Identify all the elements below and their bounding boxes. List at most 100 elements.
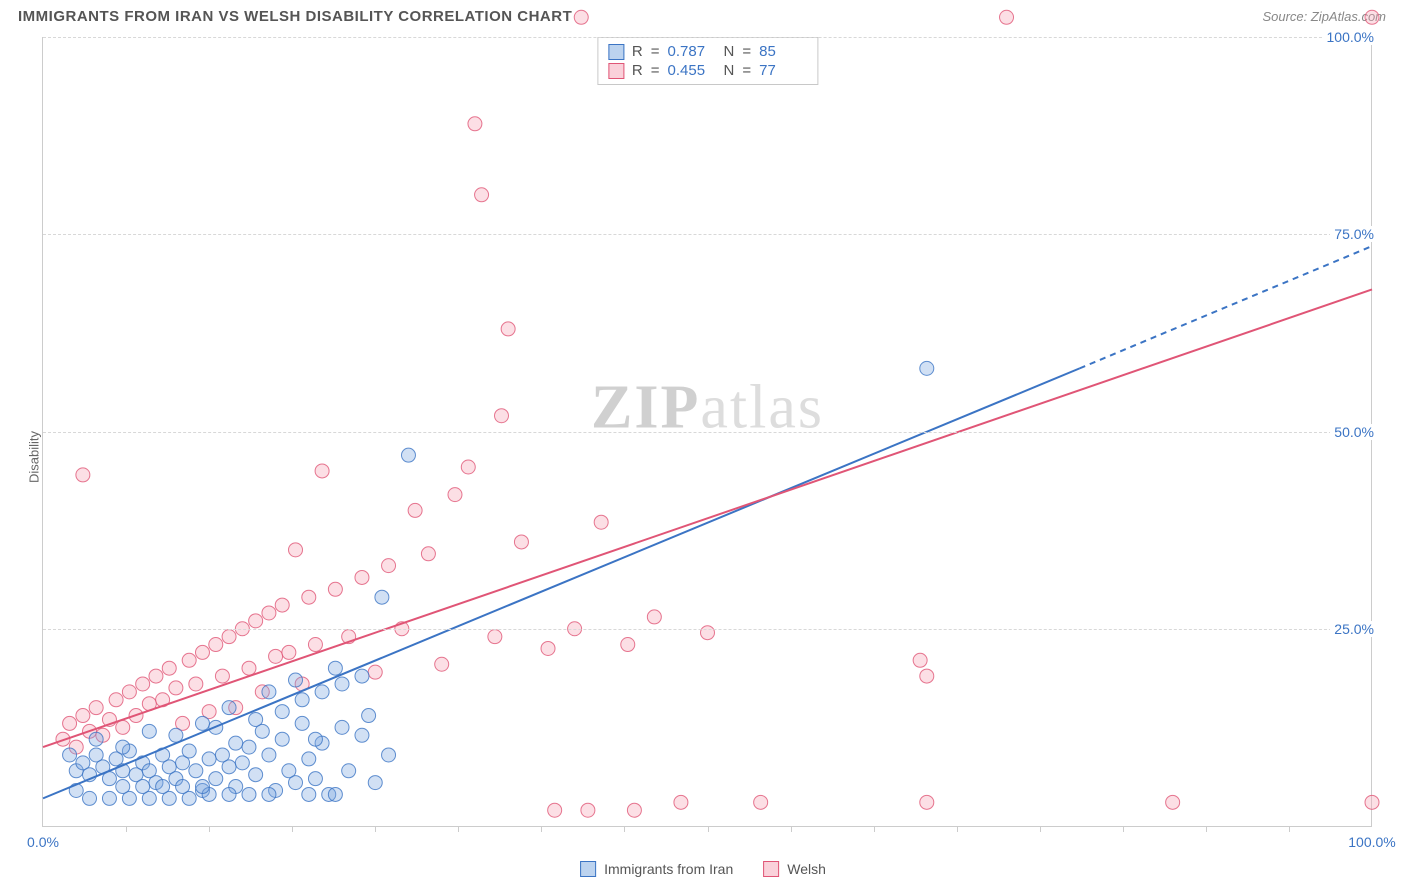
- x-tick-label: 100.0%: [1348, 834, 1395, 850]
- data-point: [116, 720, 130, 734]
- data-point: [76, 468, 90, 482]
- data-point: [594, 515, 608, 529]
- data-point: [182, 653, 196, 667]
- bottom-legend: Immigrants from Iran Welsh: [580, 861, 826, 877]
- data-point: [162, 661, 176, 675]
- data-point: [136, 780, 150, 794]
- data-point: [169, 681, 183, 695]
- data-point: [262, 606, 276, 620]
- chart-title: IMMIGRANTS FROM IRAN VS WELSH DISABILITY…: [18, 8, 572, 25]
- data-point: [242, 787, 256, 801]
- eq: =: [742, 43, 751, 60]
- data-point: [647, 610, 661, 624]
- data-point: [63, 748, 77, 762]
- data-point: [514, 535, 528, 549]
- data-point: [401, 448, 415, 462]
- data-point: [621, 638, 635, 652]
- r-label: R: [632, 43, 643, 60]
- legend-item: Immigrants from Iran: [580, 861, 733, 877]
- legend-swatch: [580, 861, 596, 877]
- data-point: [249, 712, 263, 726]
- data-point: [116, 780, 130, 794]
- n-label: N: [724, 43, 735, 60]
- data-point: [295, 693, 309, 707]
- data-point: [122, 685, 136, 699]
- data-point: [289, 776, 303, 790]
- data-point: [920, 361, 934, 375]
- data-point: [355, 669, 369, 683]
- r-value: 0.455: [668, 62, 716, 79]
- data-point: [209, 772, 223, 786]
- y-axis-label: Disability: [27, 431, 42, 483]
- x-minor-tick: [541, 826, 542, 832]
- data-point: [501, 322, 515, 336]
- n-value: 85: [759, 43, 807, 60]
- data-point: [574, 10, 588, 24]
- trend-line: [43, 368, 1080, 798]
- data-point: [269, 649, 283, 663]
- data-point: [275, 732, 289, 746]
- legend-item: Welsh: [763, 861, 826, 877]
- data-point: [674, 795, 688, 809]
- eq: =: [742, 62, 751, 79]
- gridline: [43, 432, 1372, 433]
- plot-area: ZIPatlas R=0.787N=85R=0.455N=77 25.0%50.…: [42, 37, 1372, 827]
- data-point: [382, 748, 396, 762]
- stats-row: R=0.787N=85: [608, 42, 807, 61]
- data-point: [76, 709, 90, 723]
- n-label: N: [724, 62, 735, 79]
- data-point: [116, 740, 130, 754]
- data-point: [1166, 795, 1180, 809]
- data-point: [913, 653, 927, 667]
- legend-label: Welsh: [787, 861, 826, 877]
- data-point: [408, 503, 422, 517]
- data-point: [222, 787, 236, 801]
- data-point: [215, 669, 229, 683]
- n-value: 77: [759, 62, 807, 79]
- trend-line: [43, 289, 1372, 747]
- data-point: [249, 768, 263, 782]
- data-point: [335, 720, 349, 734]
- data-point: [368, 665, 382, 679]
- data-point: [754, 795, 768, 809]
- data-point: [195, 716, 209, 730]
- data-point: [102, 791, 116, 805]
- data-point: [149, 669, 163, 683]
- x-minor-tick: [1040, 826, 1041, 832]
- data-point: [242, 740, 256, 754]
- data-point: [581, 803, 595, 817]
- x-minor-tick: [957, 826, 958, 832]
- data-point: [202, 752, 216, 766]
- data-point: [548, 803, 562, 817]
- legend-swatch: [608, 63, 624, 79]
- x-minor-tick: [209, 826, 210, 832]
- data-point: [195, 645, 209, 659]
- data-point: [448, 488, 462, 502]
- gridline: [43, 629, 1372, 630]
- data-point: [541, 641, 555, 655]
- x-minor-tick: [375, 826, 376, 832]
- data-point: [382, 559, 396, 573]
- data-point: [335, 677, 349, 691]
- data-point: [109, 693, 123, 707]
- chart-container: Disability ZIPatlas R=0.787N=85R=0.455N=…: [0, 29, 1406, 885]
- data-point: [302, 752, 316, 766]
- data-point: [315, 464, 329, 478]
- x-minor-tick: [126, 826, 127, 832]
- data-point: [435, 657, 449, 671]
- data-point: [308, 732, 322, 746]
- gridline: [43, 234, 1372, 235]
- data-point: [328, 661, 342, 675]
- data-point: [342, 764, 356, 778]
- data-point: [468, 117, 482, 131]
- data-point: [295, 716, 309, 730]
- x-tick-label: 0.0%: [27, 834, 59, 850]
- y-tick-label: 75.0%: [1330, 226, 1374, 242]
- data-point: [328, 582, 342, 596]
- data-point: [222, 630, 236, 644]
- x-minor-tick: [874, 826, 875, 832]
- data-point: [289, 543, 303, 557]
- y-tick-label: 100.0%: [1323, 29, 1374, 45]
- legend-label: Immigrants from Iran: [604, 861, 733, 877]
- data-point: [182, 744, 196, 758]
